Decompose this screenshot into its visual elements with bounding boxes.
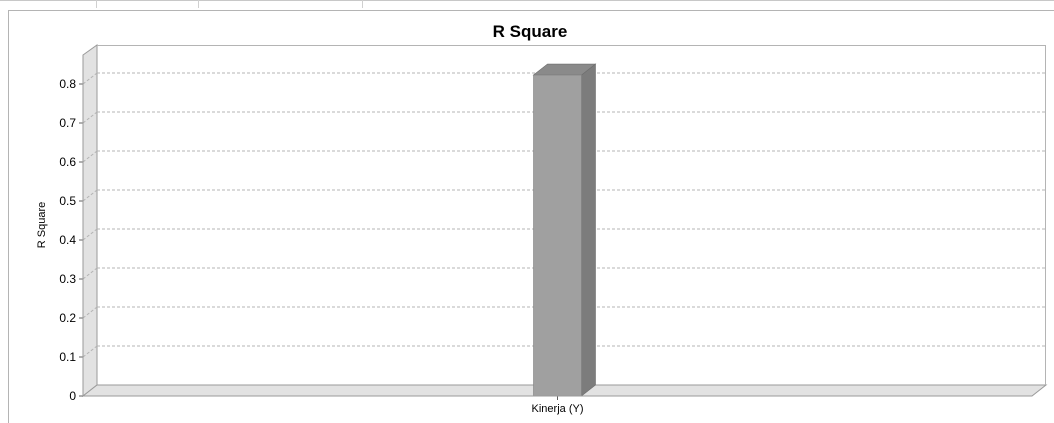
gridline-wall	[82, 72, 98, 85]
y-tick-label: 0	[69, 389, 76, 403]
x-axis-categories: Kinerja (Y)	[83, 395, 1032, 415]
chart-left-wall	[82, 44, 98, 398]
gridline-wall	[82, 150, 98, 163]
bar-kinerja-y	[533, 74, 582, 397]
bars	[532, 63, 597, 397]
y-tick-label: 0.1	[59, 350, 76, 364]
x-category-label: Kinerja (Y)	[532, 403, 584, 415]
y-tick-label: 0.3	[59, 272, 76, 286]
gridline-wall	[82, 306, 98, 319]
y-tick-label: 0.6	[59, 155, 76, 169]
gridlines	[82, 72, 1046, 358]
y-tick-label: 0.4	[59, 233, 76, 247]
y-axis-label: R Square	[36, 202, 48, 248]
y-axis-ticks: 0 0.1 0.2 0.3 0.4 0.5 0.6 0.7 0.8	[59, 68, 84, 403]
y-tick-label: 0.7	[59, 116, 76, 130]
gridline-wall	[82, 228, 98, 241]
y-tick-label: 0.2	[59, 311, 76, 325]
bar-side	[581, 63, 596, 397]
gridline-wall	[82, 267, 98, 280]
y-tick-label: 0.8	[59, 77, 76, 91]
gridline-wall	[82, 111, 98, 124]
y-tick-label: 0.5	[59, 194, 76, 208]
gridline-wall	[82, 189, 98, 202]
gridline-wall	[82, 345, 98, 358]
chart-title: R Square	[493, 22, 568, 41]
